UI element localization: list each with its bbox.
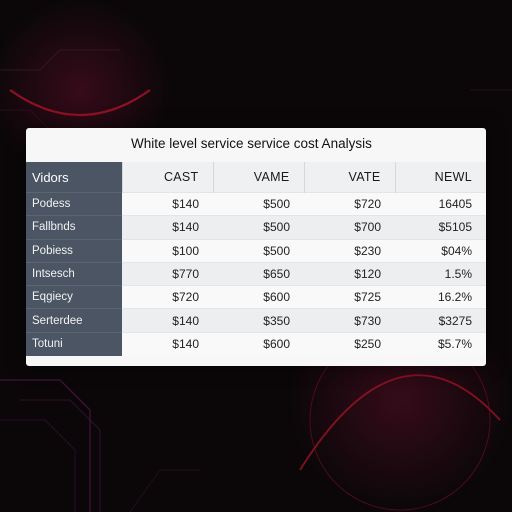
table-cell: $350 xyxy=(213,308,304,333)
table-cell: $720 xyxy=(304,191,395,216)
table-cell: $500 xyxy=(213,238,304,263)
table-cell: $140 xyxy=(122,191,213,216)
table-cell: $3275 xyxy=(395,308,486,333)
table-cell: $600 xyxy=(213,331,304,356)
column-header-newl: NEWL xyxy=(394,162,486,193)
table-row: Eqgiecy $720 $600 $725 16.2% xyxy=(26,285,486,309)
table-cell: 16405 xyxy=(395,191,486,216)
table-cell: $720 xyxy=(122,285,213,309)
table-cell: $500 xyxy=(213,191,304,216)
table-cell: $140 xyxy=(122,215,213,240)
table-row: Pobiess $100 $500 $230 $04% xyxy=(26,238,486,263)
table-row: Podess $140 $500 $720 16405 xyxy=(26,191,486,216)
table-cell: 1.5% xyxy=(395,261,486,286)
header-row: Vidors CAST VAME VATE NEWL xyxy=(26,162,486,193)
table-cell: $230 xyxy=(304,238,395,263)
table-cell: $140 xyxy=(122,331,213,356)
table-cell: $770 xyxy=(122,261,213,286)
column-header-vame: VAME xyxy=(212,162,304,193)
row-label: Eqgiecy xyxy=(26,285,122,309)
table-cell: $725 xyxy=(304,285,395,309)
row-label: Totuni xyxy=(26,331,122,356)
row-label: Serterdee xyxy=(26,308,122,333)
table-row: Intsesch $770 $650 $120 1.5% xyxy=(26,261,486,286)
cost-analysis-card: White level service service cost Analysi… xyxy=(26,128,486,366)
table-cell: $120 xyxy=(304,261,395,286)
table-cell: $100 xyxy=(122,238,213,263)
table-row: Fallbnds $140 $500 $700 $5105 xyxy=(26,215,486,240)
cost-table: Vidors CAST VAME VATE NEWL Podess $140 $… xyxy=(26,162,486,356)
table-cell: $500 xyxy=(213,215,304,240)
row-label: Pobiess xyxy=(26,238,122,263)
column-header-vate: VATE xyxy=(303,162,395,193)
row-label: Intsesch xyxy=(26,261,122,286)
row-label: Podess xyxy=(26,191,122,216)
table-cell: $5105 xyxy=(395,215,486,240)
column-header-vidors: Vidors xyxy=(26,162,122,193)
table-title: White level service service cost Analysi… xyxy=(131,136,372,151)
table-row: Serterdee $140 $350 $730 $3275 xyxy=(26,308,486,333)
table-cell: $140 xyxy=(122,308,213,333)
row-label: Fallbnds xyxy=(26,215,122,240)
table-cell: $600 xyxy=(213,285,304,309)
table-cell: $650 xyxy=(213,261,304,286)
table-cell: 16.2% xyxy=(395,285,486,309)
table-cell: $730 xyxy=(304,308,395,333)
table-cell: $250 xyxy=(304,331,395,356)
column-header-cast: CAST xyxy=(121,162,213,193)
table-cell: $5.7% xyxy=(395,331,486,356)
table-cell: $04% xyxy=(395,238,486,263)
table-cell: $700 xyxy=(304,215,395,240)
table-row: Totuni $140 $600 $250 $5.7% xyxy=(26,331,486,356)
